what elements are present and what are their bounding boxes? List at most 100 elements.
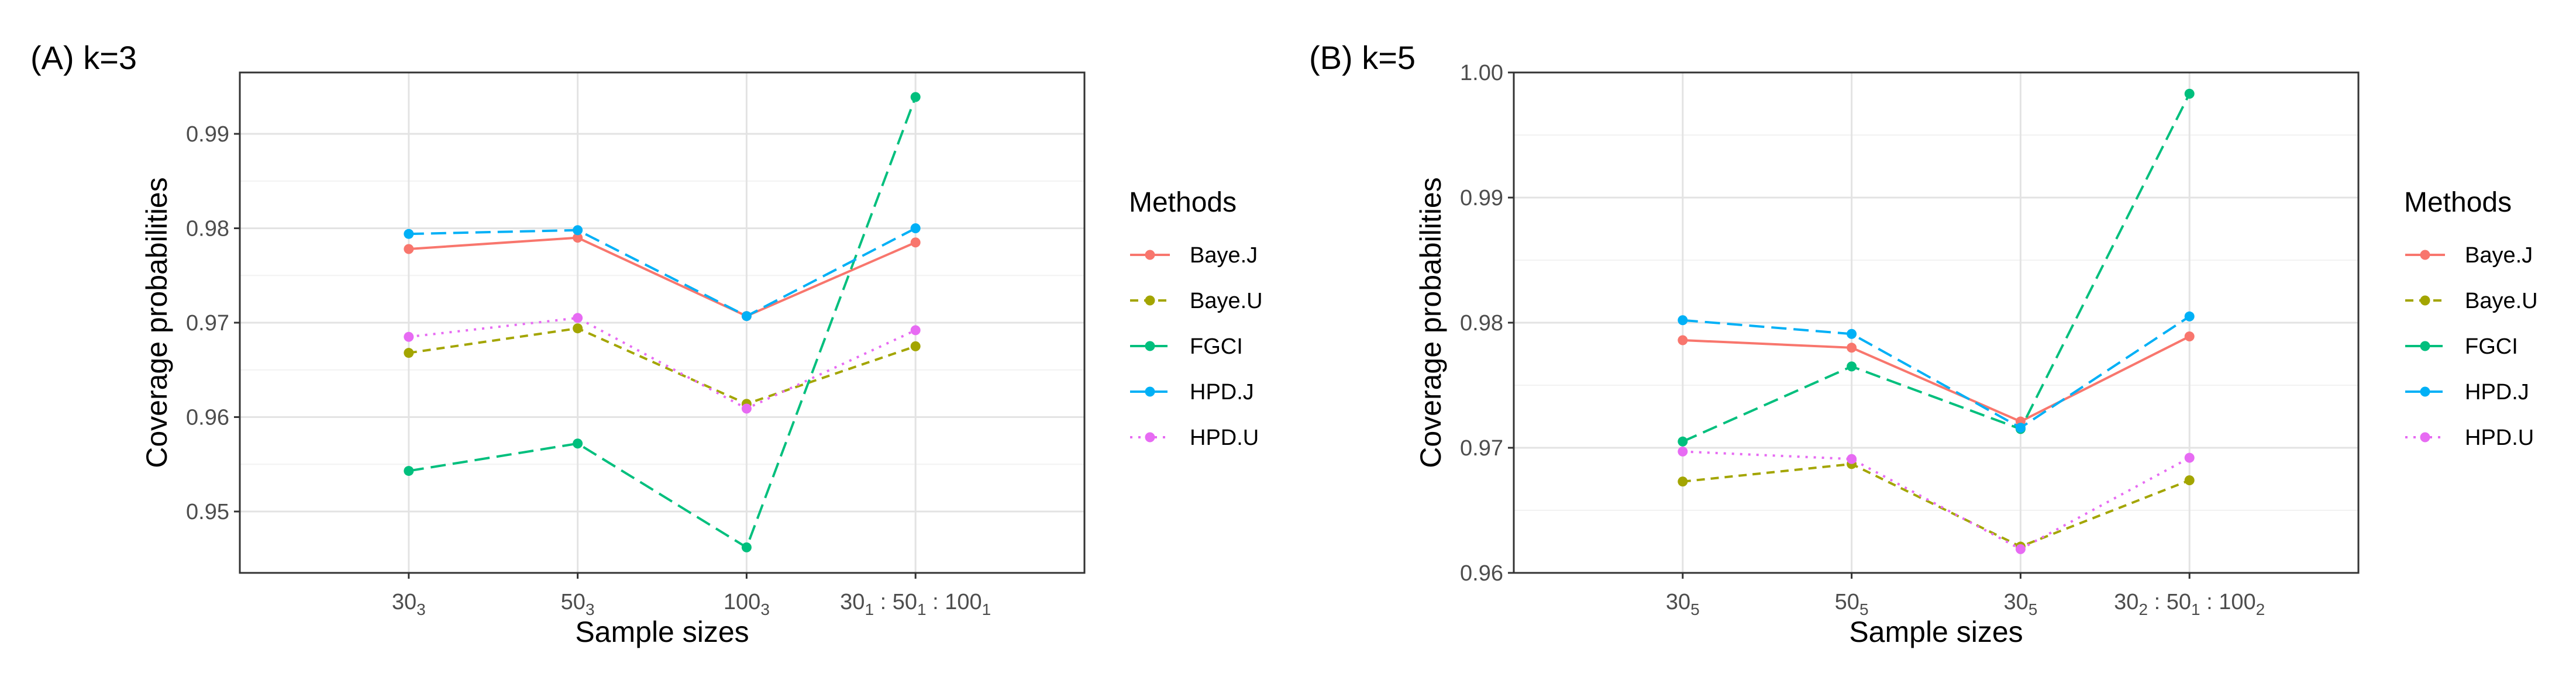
data-point — [1847, 329, 1857, 339]
legend-title: Methods — [1129, 187, 1237, 218]
legend-key-point — [2420, 250, 2430, 260]
y-tick-label: 0.97 — [186, 311, 229, 336]
y-axis-label: Coverage probabilities — [1414, 177, 1447, 468]
series-HPD.J — [404, 223, 921, 322]
legend-key-point — [2420, 341, 2430, 351]
x-tick-label: 503 — [561, 590, 595, 618]
data-point — [1847, 343, 1857, 353]
series-line — [1682, 93, 2191, 443]
legend-item-Baye.U: Baye.U — [1130, 289, 1263, 313]
data-point — [910, 325, 921, 336]
data-point — [741, 542, 752, 552]
series-line — [1682, 335, 2191, 423]
data-point — [2015, 544, 2026, 554]
data-point — [404, 466, 414, 476]
y-tick-label: 0.95 — [186, 500, 229, 524]
legend-label: HPD.U — [1190, 426, 1259, 450]
legend-key-point — [1145, 295, 1155, 306]
data-point — [910, 341, 921, 351]
plot-border — [239, 71, 1086, 574]
legend-key-point — [1145, 250, 1155, 260]
y-tick-label: 0.98 — [186, 216, 229, 241]
data-point — [573, 233, 583, 243]
legend-key-point — [1145, 386, 1155, 397]
y-tick-label: 0.98 — [1460, 311, 1503, 336]
x-axis-label: Sample sizes — [1849, 616, 2023, 648]
chart-panel-2: (B) k=5 0.96 0.97 0.98 0.99 1.00 305 505 305 302 … — [1309, 39, 2538, 648]
x-tick-label: 305 — [1666, 590, 1700, 618]
data-point — [404, 331, 414, 342]
series-HPD.J — [1678, 311, 2195, 433]
legend-item-Baye.J: Baye.J — [1130, 243, 1258, 268]
legend-label: HPD.J — [2465, 380, 2529, 405]
y-tick-label: 0.97 — [1460, 436, 1503, 461]
legend-label: Baye.U — [1190, 289, 1263, 313]
legend-item-Baye.J: Baye.J — [2405, 243, 2533, 268]
data-point — [2184, 331, 2195, 342]
legend: Methods Baye.J Baye.U FGCI HPD.J HPD.U — [2404, 187, 2538, 450]
x-tick-label: 301 : 501 : 1001 — [840, 590, 991, 618]
legend-label: Baye.U — [2465, 289, 2538, 313]
y-axis-label: Coverage probabilities — [140, 177, 173, 468]
data-point — [2184, 311, 2195, 322]
data-point — [404, 244, 414, 254]
series-line — [408, 236, 916, 317]
data-point — [2184, 475, 2195, 486]
legend-label: Baye.J — [1190, 243, 1258, 268]
legend-label: FGCI — [1190, 334, 1243, 359]
x-tick-label: 302 : 501 : 1002 — [2114, 590, 2265, 618]
x-axis-label: Sample sizes — [575, 616, 749, 648]
y-tick-label: 1.00 — [1460, 61, 1503, 85]
data-point — [573, 225, 583, 236]
legend-item-FGCI: FGCI — [2405, 334, 2518, 359]
legend-label: FGCI — [2465, 334, 2518, 359]
y-tick-label: 0.99 — [186, 122, 229, 147]
data-point — [404, 229, 414, 239]
data-point — [910, 237, 921, 248]
data-point — [573, 438, 583, 449]
x-tick-label: 303 — [392, 590, 426, 618]
legend-key-point — [1145, 341, 1155, 351]
data-point — [910, 92, 921, 102]
series-line — [408, 96, 917, 549]
series-FGCI — [404, 92, 921, 552]
legend-label: Baye.J — [2465, 243, 2533, 268]
data-point — [573, 313, 583, 323]
data-point — [1678, 476, 1688, 487]
legend-key-point — [2420, 386, 2430, 397]
legend-item-Baye.U: Baye.U — [2405, 289, 2538, 313]
y-tick-label: 0.96 — [186, 406, 229, 430]
data-point — [2184, 88, 2195, 99]
legend-label: HPD.J — [1190, 380, 1254, 405]
series-line — [408, 327, 916, 406]
series-line — [1682, 462, 2190, 548]
data-point — [1678, 436, 1688, 447]
data-point — [1678, 446, 1688, 457]
data-point — [2184, 452, 2195, 463]
legend-item-HPD.J: HPD.J — [1130, 380, 1254, 405]
data-point — [404, 348, 414, 358]
legend-key-point — [2420, 295, 2430, 306]
data-point — [573, 323, 583, 334]
series-HPD.U — [1678, 446, 2195, 554]
series-HPD.U — [404, 313, 921, 414]
plot-border — [1513, 71, 2360, 574]
chart-panel-1: (A) k=3 0.95 0.96 0.97 0.98 0.99 303 503 1003 301… — [30, 39, 1263, 648]
legend-item-FGCI: FGCI — [1130, 334, 1243, 359]
panel-title: (B) k=5 — [1309, 39, 1416, 76]
legend-item-HPD.J: HPD.J — [2405, 380, 2529, 405]
data-point — [1678, 335, 1688, 345]
data-point — [910, 223, 921, 233]
x-tick-label: 505 — [1835, 590, 1869, 618]
data-point — [2015, 423, 2026, 433]
legend-item-HPD.U: HPD.U — [2405, 426, 2534, 450]
legend-label: HPD.U — [2465, 426, 2534, 450]
legend: Methods Baye.J Baye.U FGCI HPD.J HPD.U — [1129, 187, 1263, 450]
data-point — [1678, 315, 1688, 326]
y-tick-label: 0.99 — [1460, 186, 1503, 210]
data-point — [741, 311, 752, 322]
x-tick-label: 1003 — [724, 590, 770, 618]
legend-key-point — [2420, 432, 2430, 443]
panel-title: (A) k=3 — [30, 39, 137, 76]
